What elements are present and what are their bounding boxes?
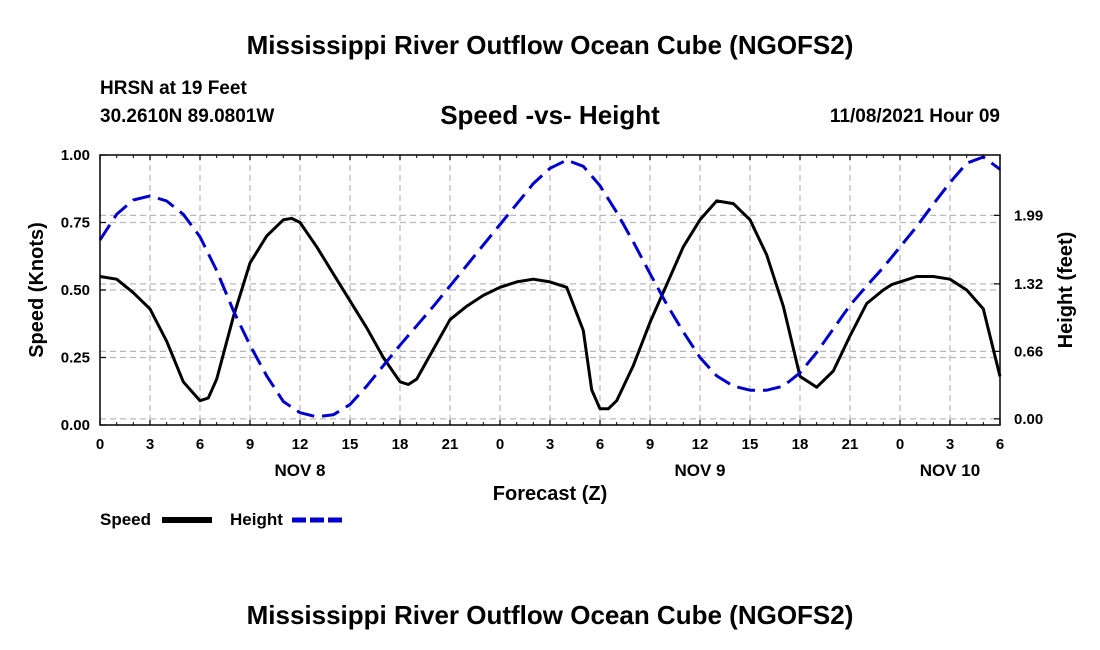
y-tick-label: 0.00 bbox=[61, 417, 90, 434]
series-line-height bbox=[98, 155, 1001, 419]
y-right-tick-label: 0.66 bbox=[1014, 343, 1043, 360]
x-tick-label: 0 bbox=[496, 436, 504, 453]
y-tick-label: 0.25 bbox=[61, 350, 90, 367]
y-axis-label-left: Speed (Knots) bbox=[26, 222, 48, 358]
x-tick-label: 9 bbox=[246, 436, 254, 453]
y-right-tick-label: 1.99 bbox=[1014, 207, 1043, 224]
x-tick-label: 3 bbox=[946, 436, 954, 453]
x-tick-label: 18 bbox=[792, 436, 809, 453]
station-label: HRSN at 19 Feet bbox=[100, 78, 247, 99]
station-coordinates: 30.2610N 89.0801W bbox=[100, 106, 275, 127]
x-tick-label: 15 bbox=[342, 436, 359, 453]
forecast-datetime: 11/08/2021 Hour 09 bbox=[829, 106, 1000, 127]
series-layer bbox=[98, 155, 1002, 419]
x-tick-label: 6 bbox=[596, 436, 604, 453]
x-tick-label: 15 bbox=[742, 436, 759, 453]
x-tick-label: 0 bbox=[896, 436, 904, 453]
x-tick-label: 21 bbox=[842, 436, 859, 453]
grid bbox=[100, 155, 1000, 425]
x-tick-label: 0 bbox=[96, 436, 104, 453]
ticks: 0 3 6 9 12 15 18 21 0 3 6 9 12 15 18 21 0 3 6 NOV 8 NOV 9 NOV… bbox=[61, 147, 1043, 480]
y-right-tick-label: 0.00 bbox=[1014, 411, 1043, 428]
y-tick-label: 0.75 bbox=[61, 215, 90, 232]
page-title-repeat: Mississippi River Outflow Ocean Cube (NG… bbox=[246, 600, 854, 630]
legend-speed-label: Speed bbox=[100, 510, 151, 529]
date-label: NOV 8 bbox=[274, 461, 325, 480]
page-title: Mississippi River Outflow Ocean Cube (NG… bbox=[246, 30, 854, 60]
y-tick-label: 0.50 bbox=[61, 282, 90, 299]
x-tick-label: 6 bbox=[996, 436, 1004, 453]
x-tick-label: 12 bbox=[692, 436, 709, 453]
x-tick-label: 6 bbox=[196, 436, 204, 453]
x-tick-label: 3 bbox=[146, 436, 154, 453]
speed-height-chart: 0 3 6 9 12 15 18 21 0 3 6 9 12 15 18 21 0 3 6 NOV 8 NOV 9 NOV… bbox=[26, 147, 1077, 529]
date-label: NOV 9 bbox=[674, 461, 725, 480]
y-tick-label: 1.00 bbox=[61, 147, 90, 164]
x-tick-label: 12 bbox=[292, 436, 309, 453]
legend: Speed Height bbox=[100, 510, 344, 529]
legend-height-label: Height bbox=[230, 510, 283, 529]
x-tick-label: 18 bbox=[392, 436, 409, 453]
y-axis-label-right: Height (feet) bbox=[1055, 232, 1077, 349]
x-axis-label: Forecast (Z) bbox=[493, 483, 607, 505]
date-label: NOV 10 bbox=[920, 461, 980, 480]
x-tick-label: 21 bbox=[442, 436, 459, 453]
x-tick-label: 3 bbox=[546, 436, 554, 453]
series-line-speed bbox=[99, 199, 1002, 411]
x-tick-label: 9 bbox=[646, 436, 654, 453]
chart-subtitle: Speed -vs- Height bbox=[440, 100, 660, 130]
y-right-tick-label: 1.32 bbox=[1014, 276, 1043, 293]
